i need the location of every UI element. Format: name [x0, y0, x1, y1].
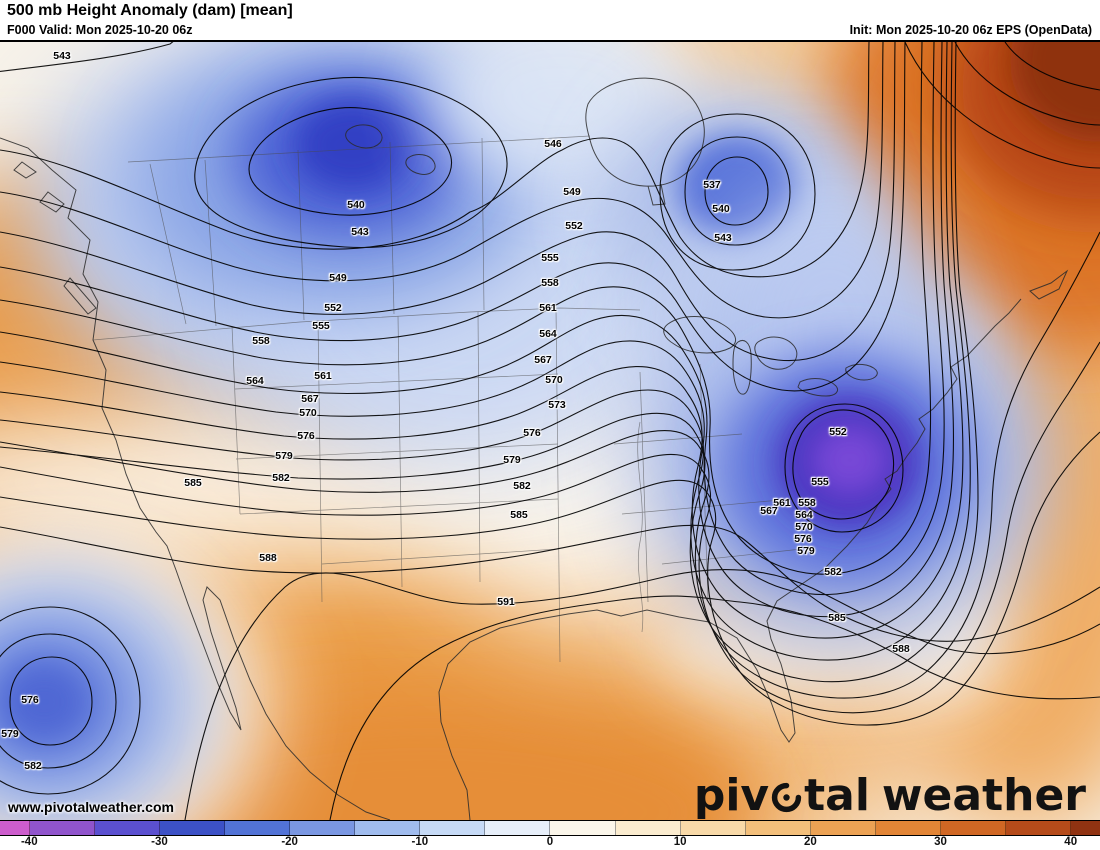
contour-label: 555: [312, 320, 330, 332]
contour-label: 543: [714, 232, 732, 244]
contour-label: 588: [892, 643, 910, 655]
contour-label: 585: [184, 477, 202, 489]
contour-label: 540: [712, 203, 730, 215]
contour-label: 570: [299, 407, 317, 419]
contour-label: 537: [703, 179, 721, 191]
contour-label: 561: [773, 497, 791, 509]
height-contours: [0, 42, 1100, 820]
contour-label: 564: [795, 509, 813, 521]
contour-label: 591: [497, 596, 515, 608]
map-graphic: [0, 42, 1100, 820]
colorbar-segment: [615, 821, 681, 835]
contour-label: 564: [246, 375, 264, 387]
colorbar-segment: [160, 821, 226, 835]
colorbar-tick-label: 40: [1064, 836, 1078, 848]
contour-label: 564: [539, 328, 557, 340]
colorbar-segment: [1071, 821, 1100, 835]
contour-label: 555: [811, 476, 829, 488]
contour-label: 579: [1, 728, 19, 740]
colorbar: -40 -30 -20 -10 0 10 20 30 40: [0, 820, 1100, 850]
contour-label: 540: [347, 199, 365, 211]
pivotal-weather-logo[interactable]: piv tal weather: [694, 774, 1086, 818]
contour-label: 579: [797, 545, 815, 557]
map-title: 500 mb Height Anomaly (dam) [mean]: [7, 2, 293, 19]
contour-label: 582: [513, 480, 531, 492]
contour-label: 555: [541, 252, 559, 264]
contour-label: 558: [252, 335, 270, 347]
init-time: Init: Mon 2025-10-20 06z EPS (OpenData): [849, 23, 1092, 37]
contour-label: 549: [563, 186, 581, 198]
colorbar-segment: [875, 821, 941, 835]
contour-label: 576: [523, 427, 541, 439]
colorbar-tick-label: -30: [151, 836, 168, 848]
colorbar-tick-label: 0: [546, 836, 554, 848]
contour-label: 558: [541, 277, 559, 289]
contour-label: 573: [548, 399, 566, 411]
colorbar-tick-label: 30: [934, 836, 947, 848]
colorbar-segment: [355, 821, 421, 835]
header: 500 mb Height Anomaly (dam) [mean] F000 …: [0, 0, 1100, 42]
contour-label: 552: [829, 426, 847, 438]
contour-label: 582: [272, 472, 290, 484]
cyclone-icon: [771, 782, 802, 812]
contour-label: 570: [545, 374, 563, 386]
colorbar-segment: [0, 821, 30, 835]
contour-label: 567: [534, 354, 552, 366]
contour-label: 579: [275, 450, 293, 462]
colorbar-segment: [225, 821, 291, 835]
coastlines: [0, 77, 1069, 820]
colorbar-segment: [745, 821, 811, 835]
contour-label: 552: [324, 302, 342, 314]
contour-label: 552: [565, 220, 583, 232]
state-borders: [92, 135, 803, 663]
colorbar-segment: [680, 821, 746, 835]
logo-text-part2: tal: [804, 770, 870, 820]
colorbar-segment: [290, 821, 356, 835]
colorbar-segment: [1006, 821, 1072, 835]
colorbar-tick-labels: -40 -30 -20 -10 0 10 20 30 40: [0, 836, 1100, 850]
colorbar-segment: [810, 821, 876, 835]
contour-label: 579: [503, 454, 521, 466]
watermark[interactable]: www.pivotalweather.com: [8, 799, 174, 815]
contour-label: 585: [510, 509, 528, 521]
colorbar-tick-label: 10: [673, 836, 687, 848]
contour-label: 561: [314, 370, 332, 382]
contour-label: 561: [539, 302, 557, 314]
colorbar-segment: [420, 821, 486, 835]
colorbar-segments: [0, 820, 1100, 836]
contour-label: 567: [301, 393, 319, 405]
contour-label: 582: [824, 566, 842, 578]
colorbar-segment: [94, 821, 160, 835]
contour-label: 585: [828, 612, 846, 624]
colorbar-tick-label: -20: [281, 836, 298, 848]
contour-label: 567: [760, 505, 778, 517]
contour-label: 543: [351, 226, 369, 238]
contour-label: 558: [798, 497, 816, 509]
colorbar-tick-label: -40: [20, 836, 38, 848]
colorbar-tick-label: 20: [803, 836, 817, 848]
map-area: 543 540 543 549 552 555 558 561 564 567 570 576 579 5…: [0, 42, 1100, 820]
contour-label: 576: [794, 533, 812, 545]
contour-label: 588: [259, 552, 277, 564]
contour-labels-layer: 543 540 543 549 552 555 558 561 564 567 570 576 579 5…: [0, 42, 1100, 820]
contour-label: 582: [24, 760, 42, 772]
colorbar-segment: [485, 821, 551, 835]
contour-label: 570: [795, 521, 813, 533]
contour-label: 549: [329, 272, 347, 284]
colorbar-segment: [550, 821, 616, 835]
valid-time: F000 Valid: Mon 2025-10-20 06z: [7, 23, 193, 37]
contour-label: 576: [21, 694, 39, 706]
colorbar-segment: [29, 821, 95, 835]
colorbar-tick-label: -10: [411, 836, 429, 848]
logo-text-part3: weather: [881, 770, 1086, 820]
contour-label: 546: [544, 138, 562, 150]
logo-text-part1: piv: [693, 770, 770, 820]
contour-label: 543: [53, 50, 71, 62]
colorbar-segment: [940, 821, 1007, 835]
contour-label: 576: [297, 430, 315, 442]
